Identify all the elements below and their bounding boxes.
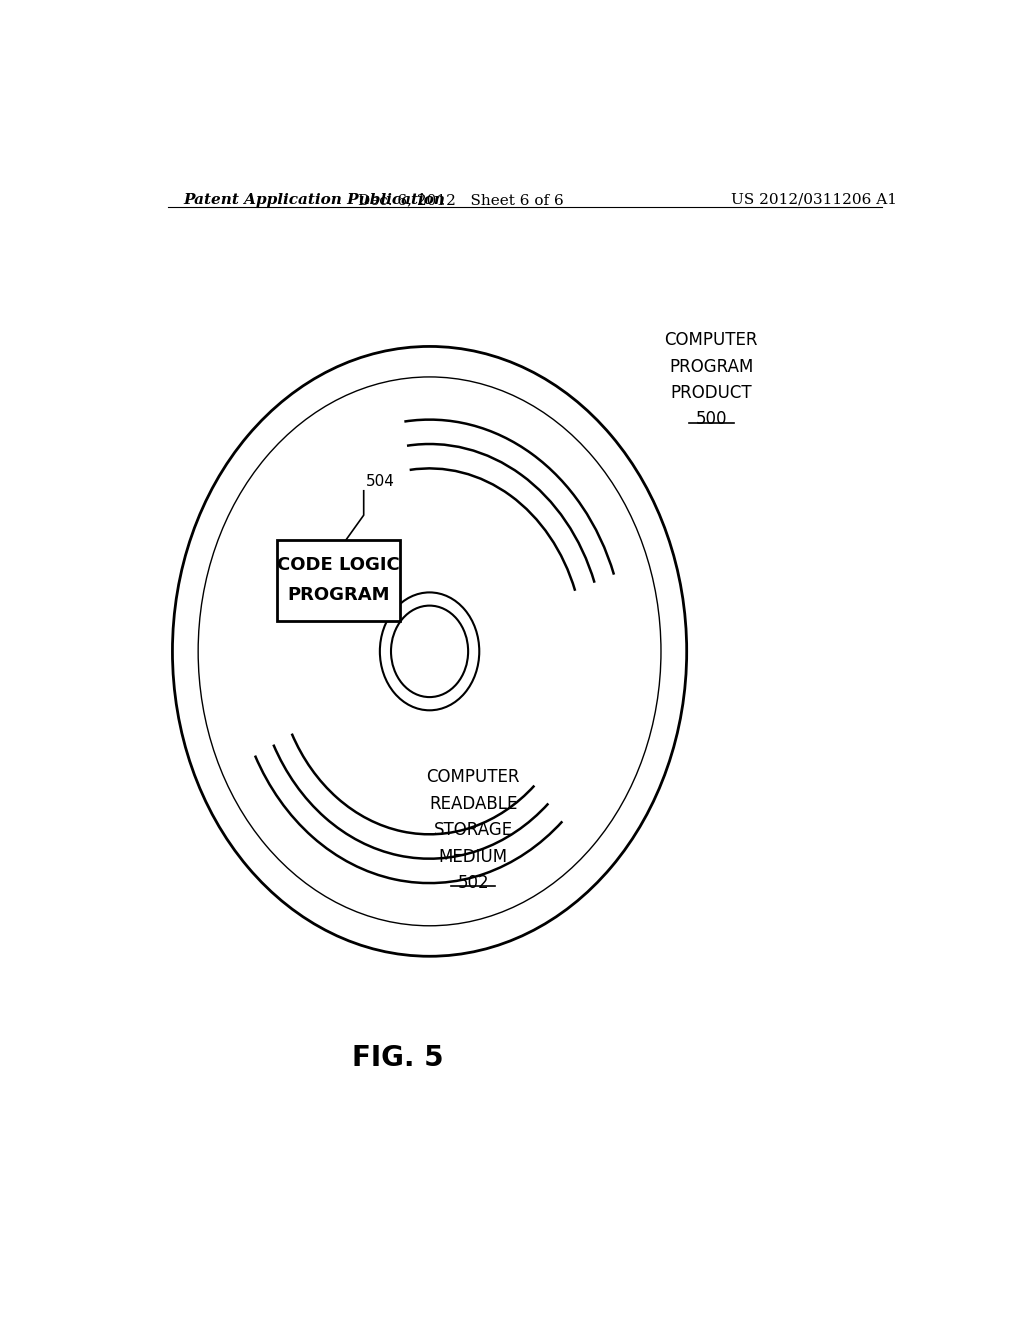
Ellipse shape xyxy=(172,346,687,956)
Text: COMPUTER: COMPUTER xyxy=(665,331,758,350)
Ellipse shape xyxy=(380,593,479,710)
Text: 500: 500 xyxy=(695,411,727,429)
Text: PROGRAM: PROGRAM xyxy=(669,358,754,376)
Text: CODE LOGIC: CODE LOGIC xyxy=(276,556,399,574)
Ellipse shape xyxy=(199,378,660,925)
Text: 502: 502 xyxy=(458,874,489,892)
Text: 504: 504 xyxy=(367,474,395,488)
Bar xyxy=(276,540,399,620)
Text: MEDIUM: MEDIUM xyxy=(438,847,508,866)
Text: COMPUTER: COMPUTER xyxy=(426,768,520,787)
Text: Dec. 6, 2012   Sheet 6 of 6: Dec. 6, 2012 Sheet 6 of 6 xyxy=(358,193,564,207)
Text: PROGRAM: PROGRAM xyxy=(287,586,389,605)
Text: Patent Application Publication: Patent Application Publication xyxy=(183,193,445,207)
Text: READABLE: READABLE xyxy=(429,795,517,813)
Text: FIG. 5: FIG. 5 xyxy=(352,1044,443,1072)
Text: STORAGE: STORAGE xyxy=(433,821,513,840)
Text: US 2012/0311206 A1: US 2012/0311206 A1 xyxy=(731,193,897,207)
Ellipse shape xyxy=(391,606,468,697)
Text: PRODUCT: PRODUCT xyxy=(671,384,752,403)
